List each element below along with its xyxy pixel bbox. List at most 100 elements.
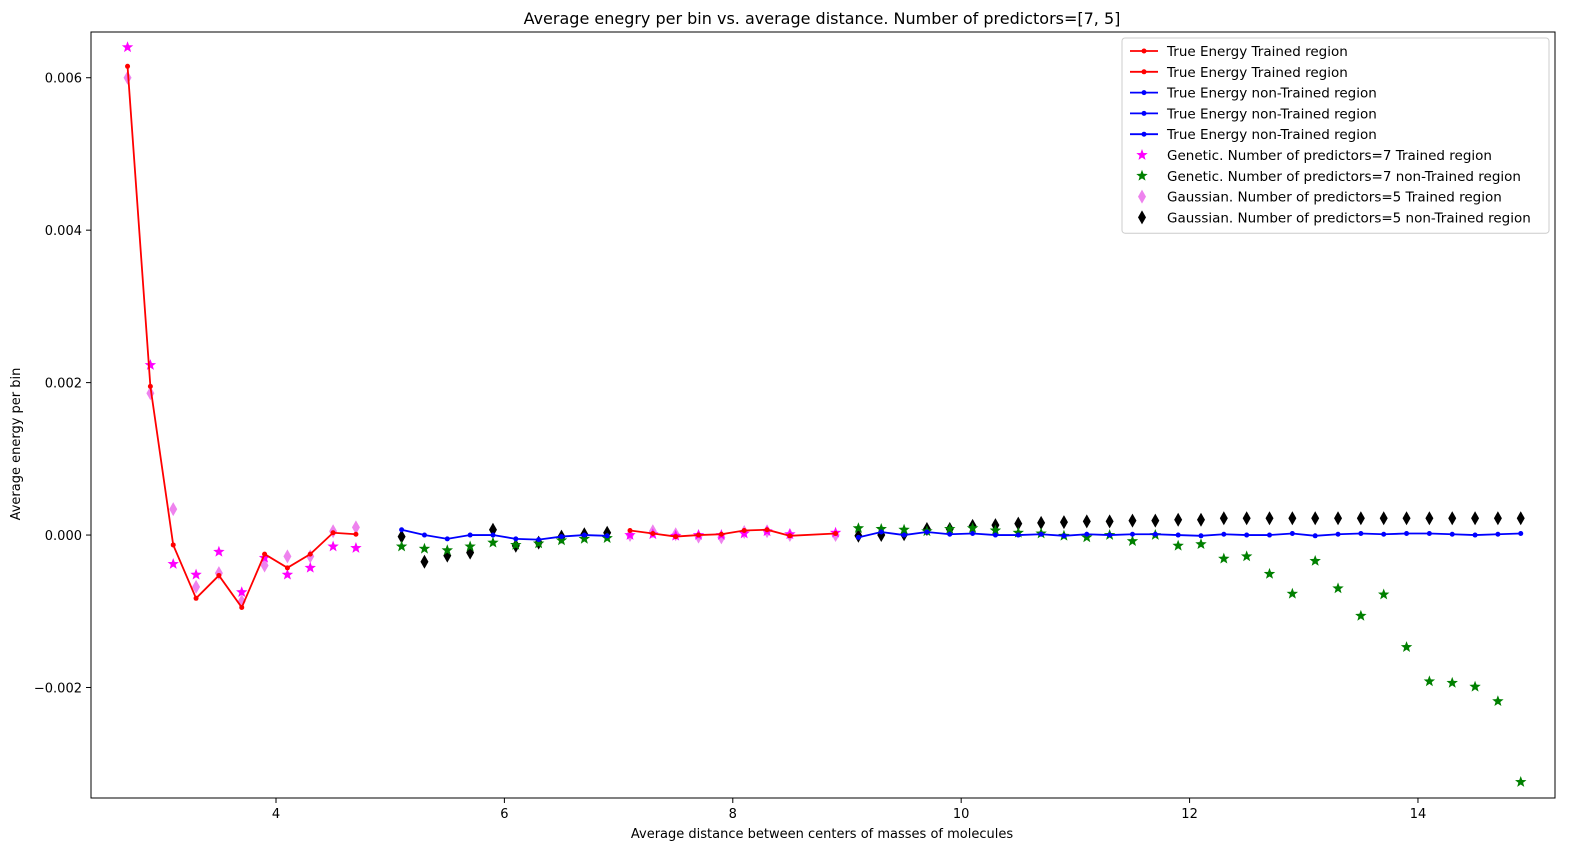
- line-point: [650, 531, 656, 537]
- axes: 4 6 8 10 12 14 −0.002 0.000 0.002 0.004 0.006: [34, 31, 1556, 822]
- y-axis-label: Average energy per bin: [9, 368, 24, 521]
- diamond-point: [1174, 512, 1183, 527]
- star-point: [418, 542, 431, 554]
- x-tick-label: 6: [500, 807, 508, 822]
- legend-label: True Energy Trained region: [1166, 44, 1348, 60]
- diamond-point: [1196, 512, 1205, 527]
- star-point: [1172, 539, 1184, 551]
- line-point: [1335, 531, 1341, 537]
- legend-entry: Gaussian. Number of predictors=5 Trained…: [1138, 189, 1502, 206]
- legend-label: True Energy Trained region: [1166, 65, 1348, 81]
- line-point: [193, 595, 199, 601]
- line-point: [718, 531, 724, 537]
- star-point: [1126, 535, 1139, 546]
- line-point: [284, 565, 290, 571]
- line-point: [513, 536, 519, 542]
- diamond-point: [488, 522, 497, 537]
- line-point: [1175, 532, 1181, 538]
- legend-marker-swatch: [1136, 169, 1148, 181]
- diamond-point: [260, 558, 269, 573]
- star-point: [1492, 695, 1504, 707]
- line-point: [696, 532, 702, 538]
- line-point: [239, 604, 245, 610]
- diamond-point: [1105, 514, 1114, 529]
- diamond-point: [1288, 511, 1297, 526]
- line-point: [1015, 532, 1021, 538]
- star-point: [1240, 550, 1253, 562]
- star-point: [1286, 587, 1299, 599]
- line-point: [1198, 533, 1204, 539]
- diamond-point: [1265, 511, 1274, 526]
- star-point: [1423, 675, 1436, 687]
- star-point: [578, 532, 591, 544]
- star-point: [258, 551, 271, 563]
- line-point: [1404, 531, 1410, 537]
- line-point: [1129, 531, 1135, 537]
- x-axis-label: Average distance between centers of mass…: [631, 827, 1013, 842]
- legend-entry: True Energy non-Trained region: [1130, 86, 1377, 102]
- line-point: [262, 551, 268, 557]
- star-point: [327, 540, 339, 552]
- diamond-point: [1037, 515, 1046, 530]
- line-point: [1358, 531, 1364, 537]
- chart-title: Average enegry per bin vs. average dista…: [524, 9, 1121, 28]
- line-point: [1472, 532, 1478, 538]
- line-point: [1518, 531, 1524, 537]
- diamond-point: [420, 554, 429, 569]
- x-tick-label: 14: [1410, 807, 1427, 822]
- line-point: [924, 529, 930, 535]
- diamond-point: [1471, 511, 1480, 526]
- y-tick-label: −0.002: [34, 681, 82, 696]
- star-point: [532, 537, 545, 549]
- diamond-point: [397, 529, 406, 544]
- line-point: [970, 531, 976, 537]
- star-point: [624, 529, 636, 540]
- diamond-point: [169, 502, 178, 517]
- line-point: [490, 532, 496, 538]
- star-point: [989, 524, 1002, 536]
- star-point: [304, 561, 316, 573]
- line-point: [855, 534, 861, 540]
- legend-point-swatch: [1141, 90, 1147, 96]
- series-2: [399, 527, 610, 543]
- legend-entry: True Energy Trained region: [1130, 44, 1348, 60]
- line-point: [764, 527, 770, 533]
- line-point: [353, 531, 359, 537]
- star-point: [1515, 775, 1527, 787]
- diamond-point: [1448, 511, 1457, 526]
- line-point: [399, 527, 405, 533]
- star-point: [555, 534, 568, 546]
- line-point: [1244, 532, 1250, 538]
- line-point: [581, 532, 587, 538]
- line-point: [536, 537, 542, 543]
- star-point: [190, 568, 202, 580]
- star-point: [1446, 676, 1458, 688]
- diamond-point: [1151, 513, 1160, 528]
- diamond-point: [1242, 511, 1251, 526]
- star-point: [1309, 554, 1321, 566]
- line-point: [1426, 531, 1432, 537]
- star-point: [1355, 609, 1367, 621]
- diamond-point: [1379, 511, 1388, 526]
- star-point: [1195, 538, 1207, 550]
- line-point: [421, 532, 427, 538]
- star-point: [898, 523, 910, 535]
- line-point: [216, 572, 222, 578]
- star-point: [213, 545, 225, 557]
- legend-point-swatch: [1141, 69, 1147, 75]
- legend-marker-swatch: [1138, 189, 1146, 204]
- axes-frame: [90, 31, 1556, 799]
- diamond-point: [1014, 516, 1023, 531]
- diamond-point: [1356, 511, 1365, 526]
- line-point: [741, 527, 747, 533]
- star-point: [167, 558, 179, 569]
- diamond-point: [1082, 514, 1091, 529]
- diamond-point: [1402, 511, 1411, 526]
- legend-label: Genetic. Number of predictors=7 Trained …: [1167, 148, 1492, 164]
- legend-label: True Energy non-Trained region: [1166, 106, 1377, 122]
- legend-entry: True Energy non-Trained region: [1130, 127, 1377, 143]
- line-point: [787, 533, 793, 539]
- line-point: [1038, 531, 1044, 537]
- diamond-point: [1425, 511, 1434, 526]
